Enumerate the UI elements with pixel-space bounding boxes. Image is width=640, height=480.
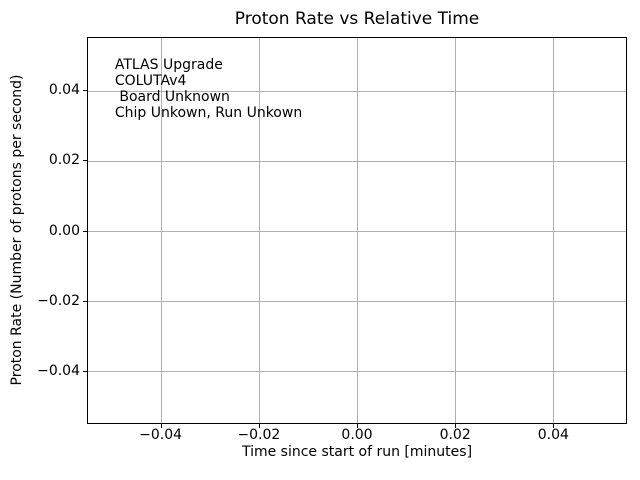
y-tick-mark xyxy=(83,300,87,302)
annotation-line-4: Chip Unkown, Run Unkown xyxy=(114,105,303,122)
x-tick-label: −0.02 xyxy=(237,427,281,443)
chart-title: Proton Rate vs Relative Time xyxy=(234,9,480,29)
annotation-block: ATLAS Upgrade COLUTAv4 Board Unknown Chi… xyxy=(115,57,302,121)
y-gridline xyxy=(88,90,626,92)
y-tick-label: 0.04 xyxy=(48,81,80,98)
y-tick-mark xyxy=(83,89,87,91)
y-tick-mark xyxy=(83,160,87,162)
x-tick-mark xyxy=(455,424,457,428)
x-tick-mark xyxy=(160,424,162,428)
x-tick-mark xyxy=(553,424,555,428)
y-gridline xyxy=(88,370,626,372)
y-gridline xyxy=(88,300,626,302)
x-tick-mark xyxy=(357,424,358,428)
y-tick-label: 0.00 xyxy=(48,222,80,239)
y-gridline xyxy=(88,160,626,162)
annotation-line-2: COLUTAv4 xyxy=(114,73,187,90)
x-axis-label: Time since start of run [minutes] xyxy=(241,444,473,460)
x-tick-label: −0.04 xyxy=(139,427,183,443)
x-tick-label: 0.00 xyxy=(341,427,373,443)
plot-area: ATLAS Upgrade COLUTAv4 Board Unknown Chi… xyxy=(87,37,627,424)
annotation-line-1: ATLAS Upgrade xyxy=(114,57,223,74)
annotation-line-3: Board Unknown xyxy=(114,89,230,106)
y-tick-label: −0.04 xyxy=(37,363,80,380)
y-tick-label: −0.02 xyxy=(37,292,80,309)
y-tick-label: 0.02 xyxy=(48,152,80,169)
y-gridline xyxy=(88,230,626,232)
y-tick-mark xyxy=(83,230,87,232)
x-tick-mark xyxy=(258,424,260,428)
y-tick-mark xyxy=(83,371,87,373)
x-tick-label: 0.04 xyxy=(537,427,569,443)
x-tick-label: 0.02 xyxy=(439,427,471,443)
